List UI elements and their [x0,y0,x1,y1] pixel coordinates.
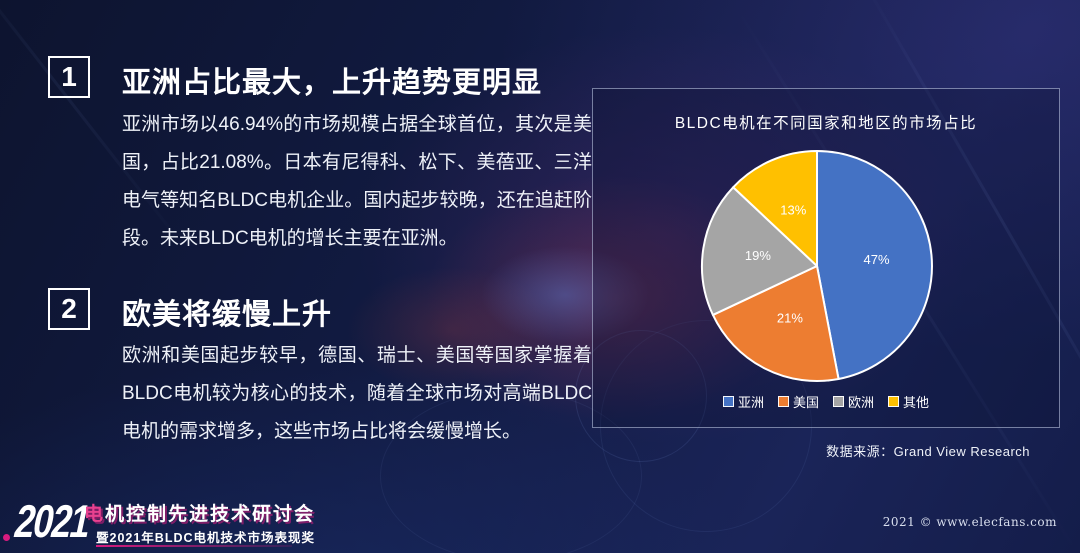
section-1-number-box: 1 [48,56,90,98]
section-2-title: 欧美将缓慢上升 [122,299,333,331]
copyright-text: 2021 © www.elecfans.com [882,515,1057,529]
pie-data-label: 47% [863,252,889,267]
legend-label: 其他 [903,395,930,410]
legend-label: 欧洲 [848,395,875,410]
chart-legend: 亚洲 美国 欧洲 其他 [593,392,1059,411]
section-1-body: 亚洲市场以46.94%的市场规模占据全球首位，其次是美国，占比21.08%。日本… [122,114,592,249]
legend-item: 欧洲 [833,392,874,411]
pie-slice-亚洲 [816,150,933,380]
logo-year: 2021 [10,495,95,547]
legend-item: 美国 [777,392,819,411]
legend-swatch-icon [777,396,789,407]
event-title: 电机控制先进技术研讨会 [84,499,315,526]
event-subtitle: 暨2021年BLDC电机技术市场表现奖 [96,531,316,545]
pie-slice-其他 [732,150,818,267]
chart-panel: BLDC电机在不同国家和地区的市场占比 47% 21% 19% 13% 亚洲 美国 欧洲 其… [592,88,1060,428]
legend-swatch-icon [833,396,844,407]
pie-chart: 47% 21% 19% 13% [701,150,933,382]
section-2-number: 2 [61,293,77,324]
event-title-accent: 电 [84,504,106,525]
data-source-note: 数据来源：Grand View Research [826,444,1030,459]
section-2-body: 欧洲和美国起步较早，德国、瑞士、美国等国家掌握着BLDC电机较为核心的技术，随着… [122,345,592,442]
legend-item: 其他 [888,392,929,411]
logo-dot-icon [3,534,10,541]
pie-slice-美国 [711,265,840,382]
legend-label: 美国 [792,395,819,410]
chart-title: BLDC电机在不同国家和地区的市场占比 [674,115,978,132]
pie-data-label: 21% [777,311,803,326]
legend-swatch-icon [722,396,734,407]
legend-swatch-icon [888,396,900,407]
section-2-number-box: 2 [48,288,90,330]
legend-item: 亚洲 [722,392,764,411]
section-1-title: 亚洲占比最大，上升趋势更明显 [122,67,543,99]
event-underline [96,545,292,547]
pie-data-label: 13% [780,203,806,218]
section-1-number: 1 [61,61,77,92]
event-title-rest: 机控制先进技术研讨会 [105,504,316,525]
pie-slice-欧洲 [701,186,818,316]
pie-data-label: 19% [745,248,771,263]
legend-label: 亚洲 [737,395,764,410]
